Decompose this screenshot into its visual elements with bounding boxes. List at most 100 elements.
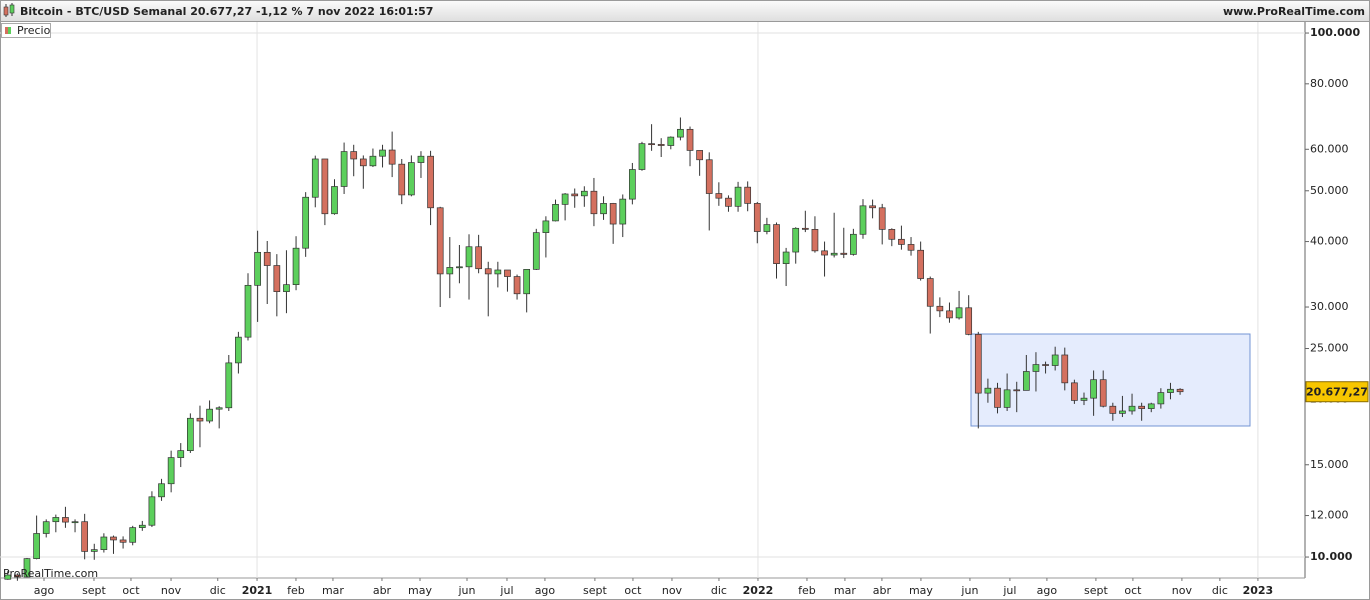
candle-body [196, 417, 204, 422]
y-tick-label: 100.000 [1310, 26, 1360, 39]
candle-body [984, 387, 992, 394]
watermark: ProRealTime.com [3, 567, 98, 580]
x-tick-label: nov [1172, 584, 1193, 597]
candle-body [840, 252, 848, 255]
candle-body [215, 407, 223, 410]
y-tick-label: 50.000 [1310, 184, 1349, 197]
y-tick-label: 40.000 [1310, 235, 1349, 248]
x-tick-label: nov [662, 584, 683, 597]
y-tick-label: 80.000 [1310, 77, 1349, 90]
candle-body [311, 158, 319, 198]
candle-body [263, 251, 271, 266]
x-tick-label: dic [210, 584, 226, 597]
candle-body [600, 203, 607, 215]
candle-body [1157, 392, 1165, 405]
candle-body [1032, 364, 1040, 372]
candle-body [542, 220, 550, 233]
source: www.ProRealTime.com [1223, 5, 1365, 18]
candle-body [1138, 405, 1145, 409]
candle-body [811, 229, 819, 252]
candle-body [532, 232, 540, 270]
candle-body [331, 186, 338, 215]
candle-body [946, 310, 953, 319]
candle-body [1176, 388, 1184, 393]
legend: Precio [1, 23, 51, 38]
candle-body [225, 362, 233, 409]
candle-body [773, 224, 780, 264]
candle-body [782, 251, 790, 264]
candle-body [744, 186, 752, 204]
candle-body [888, 229, 896, 240]
candle-body [1167, 388, 1174, 393]
candle-body [638, 143, 646, 170]
x-tick-label: jul [1002, 584, 1016, 597]
candle-body [71, 521, 79, 524]
candle-body [167, 457, 175, 485]
candle-body [552, 204, 559, 222]
candle-body [187, 417, 194, 451]
candle-body [619, 198, 627, 225]
x-tick-label: sept [583, 584, 607, 597]
candle-body [292, 247, 300, 285]
candle-body [629, 169, 636, 200]
x-tick-label: 2023 [1243, 584, 1274, 597]
candle-body [590, 190, 598, 215]
candle-body [417, 155, 425, 163]
candle-body [350, 151, 358, 160]
x-tick-label: jun [960, 584, 978, 597]
y-tick-label: 30.000 [1310, 300, 1349, 313]
candle-body [648, 143, 655, 146]
candle-body [475, 246, 482, 270]
candle-body [686, 128, 694, 151]
candle-body [244, 284, 252, 338]
x-tick-label: oct [122, 584, 140, 597]
candle-body [359, 158, 367, 167]
candle-body [1147, 403, 1155, 409]
candle-body [504, 269, 511, 277]
x-tick-label: dic [1212, 584, 1228, 597]
candle-body [206, 408, 213, 422]
candle-body [1080, 397, 1088, 401]
y-tick-label: 12.000 [1310, 509, 1349, 522]
candle-body [994, 387, 1001, 408]
y-tick-label: 25.000 [1310, 342, 1349, 355]
y-tick-label: 60.000 [1310, 142, 1349, 155]
x-tick-label: ago [1037, 584, 1058, 597]
candle-body [23, 558, 31, 578]
candle-body [1090, 379, 1097, 399]
candle-body [715, 193, 723, 199]
candle-body [763, 224, 771, 232]
candle-body [580, 190, 588, 197]
candle-body [955, 307, 963, 319]
candle-body [369, 155, 377, 167]
x-tick-label: oct [624, 584, 642, 597]
candle-body [408, 162, 415, 196]
candle-body [792, 227, 800, 253]
x-tick-label: abr [873, 584, 892, 597]
candle-body [869, 205, 876, 209]
x-tick-label: mar [834, 584, 856, 597]
candle-body [398, 163, 406, 196]
x-tick-label: jun [457, 584, 475, 597]
candle-body [177, 450, 185, 458]
candle-body [158, 483, 165, 498]
candle-body [235, 336, 242, 364]
candle-body [898, 238, 905, 245]
candle-body [801, 227, 809, 230]
candle-body [254, 251, 261, 286]
candle-body [1128, 405, 1136, 412]
candle-body [561, 193, 569, 205]
candle-body [571, 193, 579, 197]
candle-body [677, 128, 684, 138]
candle-body [1022, 371, 1030, 391]
candle-body [725, 197, 732, 207]
candle-body [33, 533, 40, 559]
candle-body [81, 521, 89, 552]
x-tick-label: abr [373, 584, 392, 597]
candle-body [609, 203, 617, 225]
x-tick-label: 2021 [242, 584, 273, 597]
x-tick-label: jul [499, 584, 513, 597]
candle-body [42, 521, 50, 534]
candle-body [283, 284, 290, 292]
